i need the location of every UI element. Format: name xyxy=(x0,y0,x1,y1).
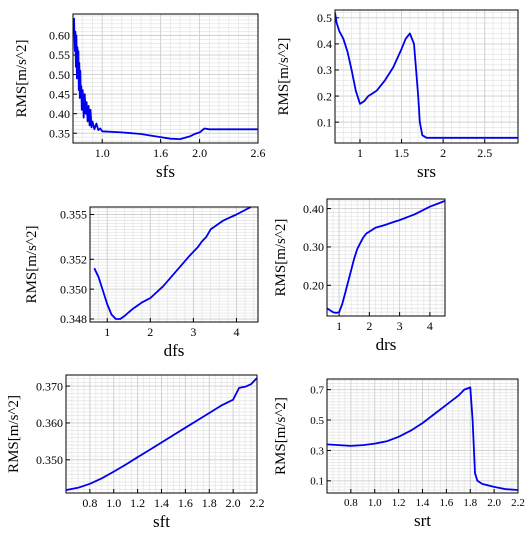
x-tick-label: 2.2 xyxy=(250,496,265,510)
x-tick-label: 2.2 xyxy=(511,497,525,509)
y-tick-label: 0.350 xyxy=(60,282,87,296)
x-axis-label: dfs xyxy=(164,341,185,360)
x-tick-label: 2.0 xyxy=(487,497,501,509)
x-tick-label: 1.4 xyxy=(154,496,169,510)
x-tick-label: 1.8 xyxy=(463,497,477,509)
x-tick-label: 0.8 xyxy=(82,496,97,510)
y-tick-label: 0.40 xyxy=(303,202,324,216)
y-tick-label: 0.20 xyxy=(303,279,324,293)
y-tick-label: 0.50 xyxy=(49,68,70,82)
chart-panel-srt: 0.8 1.0 1.2 1.4 1.6 1.8 2.0 2.2 0.1 0.3 0.5 0.7 srt R… xyxy=(273,379,525,530)
y-tick-label: 0.2 xyxy=(317,89,332,103)
x-tick-label: 1.4 xyxy=(416,497,430,509)
series-line-0 xyxy=(327,201,445,313)
x-tick-label: 1 xyxy=(104,325,110,339)
x-tick-label: 3 xyxy=(397,319,403,333)
y-tick-label: 0.3 xyxy=(310,445,324,457)
y-tick-label: 0.3 xyxy=(317,63,332,77)
x-tick-label: 1.2 xyxy=(392,497,406,509)
x-axis-label: sft xyxy=(153,512,170,531)
chart-panel-drs: 1 2 3 4 0.20 0.30 0.40 drs RMS[m/s^2] xyxy=(273,199,445,354)
y-tick-label: 0.40 xyxy=(49,107,70,121)
y-tick-label: 0.370 xyxy=(36,379,63,393)
x-tick-label: 2.5 xyxy=(477,146,492,160)
y-tick-label: 0.350 xyxy=(36,453,63,467)
x-tick-label: 2.6 xyxy=(251,146,266,160)
y-tick-label: 0.360 xyxy=(36,416,63,430)
x-axis-label: srs xyxy=(417,162,436,181)
x-tick-label: 1 xyxy=(357,146,363,160)
x-axis-label: sfs xyxy=(156,162,175,181)
x-tick-label: 3 xyxy=(190,325,196,339)
x-tick-label: 1.0 xyxy=(106,496,121,510)
x-tick-label: 2.0 xyxy=(226,496,241,510)
x-axis-label: srt xyxy=(414,511,431,530)
y-tick-label: 0.5 xyxy=(310,415,324,427)
chart-panel-sfs: 1.0 1.6 2.0 2.6 0.35 0.40 0.45 0.50 0.55 0.60 sfs R… xyxy=(14,14,266,181)
y-tick-label: 0.30 xyxy=(303,240,324,254)
y-tick-label: 0.55 xyxy=(49,48,70,62)
x-tick-label: 4 xyxy=(233,325,239,339)
x-tick-label: 1.6 xyxy=(178,496,193,510)
x-tick-label: 4 xyxy=(427,319,433,333)
x-tick-label: 2 xyxy=(440,146,446,160)
x-tick-label: 1.0 xyxy=(95,146,110,160)
x-tick-label: 1.6 xyxy=(153,146,168,160)
plot-frame xyxy=(90,207,258,322)
y-tick-label: 0.348 xyxy=(60,312,87,326)
y-tick-label: 0.1 xyxy=(317,115,332,129)
x-tick-label: 1.0 xyxy=(368,497,382,509)
y-tick-label: 0.7 xyxy=(310,384,324,396)
y-axis-label: RMS[m/s^2] xyxy=(6,395,22,473)
chart-panel-srs: 1 1.5 2 2.5 0.1 0.2 0.3 0.4 0.5 srs RMS[m/s^2] xyxy=(276,10,518,181)
x-tick-label: 1.5 xyxy=(394,146,409,160)
x-tick-label: 1.6 xyxy=(440,497,454,509)
x-tick-label: 0.8 xyxy=(344,497,358,509)
x-tick-label: 1.8 xyxy=(202,496,217,510)
y-tick-label: 0.1 xyxy=(310,476,324,488)
y-axis-label: RMS[m/s^2] xyxy=(276,38,292,116)
y-tick-label: 0.35 xyxy=(49,126,70,140)
chart-panel-dfs: 1 2 3 4 0.348 0.350 0.352 0.355 dfs RMS[m/s^2] xyxy=(24,206,258,361)
y-tick-label: 0.45 xyxy=(49,87,70,101)
y-axis-label: RMS[m/s^2] xyxy=(14,40,30,118)
y-axis-label: RMS[m/s^2] xyxy=(24,226,40,304)
x-tick-label: 2.0 xyxy=(192,146,207,160)
x-tick-label: 1 xyxy=(336,319,342,333)
y-tick-label: 0.355 xyxy=(60,208,87,222)
x-tick-label: 1.2 xyxy=(130,496,145,510)
x-axis-label: drs xyxy=(376,335,397,354)
x-tick-label: 2 xyxy=(366,319,372,333)
y-tick-label: 0.5 xyxy=(317,11,332,25)
y-tick-label: 0.352 xyxy=(60,252,87,266)
chart-panel-sft: 0.8 1.0 1.2 1.4 1.6 1.8 2.0 2.2 0.350 0.360 0.370 s… xyxy=(6,375,265,531)
y-axis-label: RMS[m/s^2] xyxy=(273,219,289,297)
x-tick-label: 2 xyxy=(147,325,153,339)
y-axis-label: RMS[m/s^2] xyxy=(273,397,289,475)
y-tick-label: 0.60 xyxy=(49,29,70,43)
y-tick-label: 0.4 xyxy=(317,37,332,51)
